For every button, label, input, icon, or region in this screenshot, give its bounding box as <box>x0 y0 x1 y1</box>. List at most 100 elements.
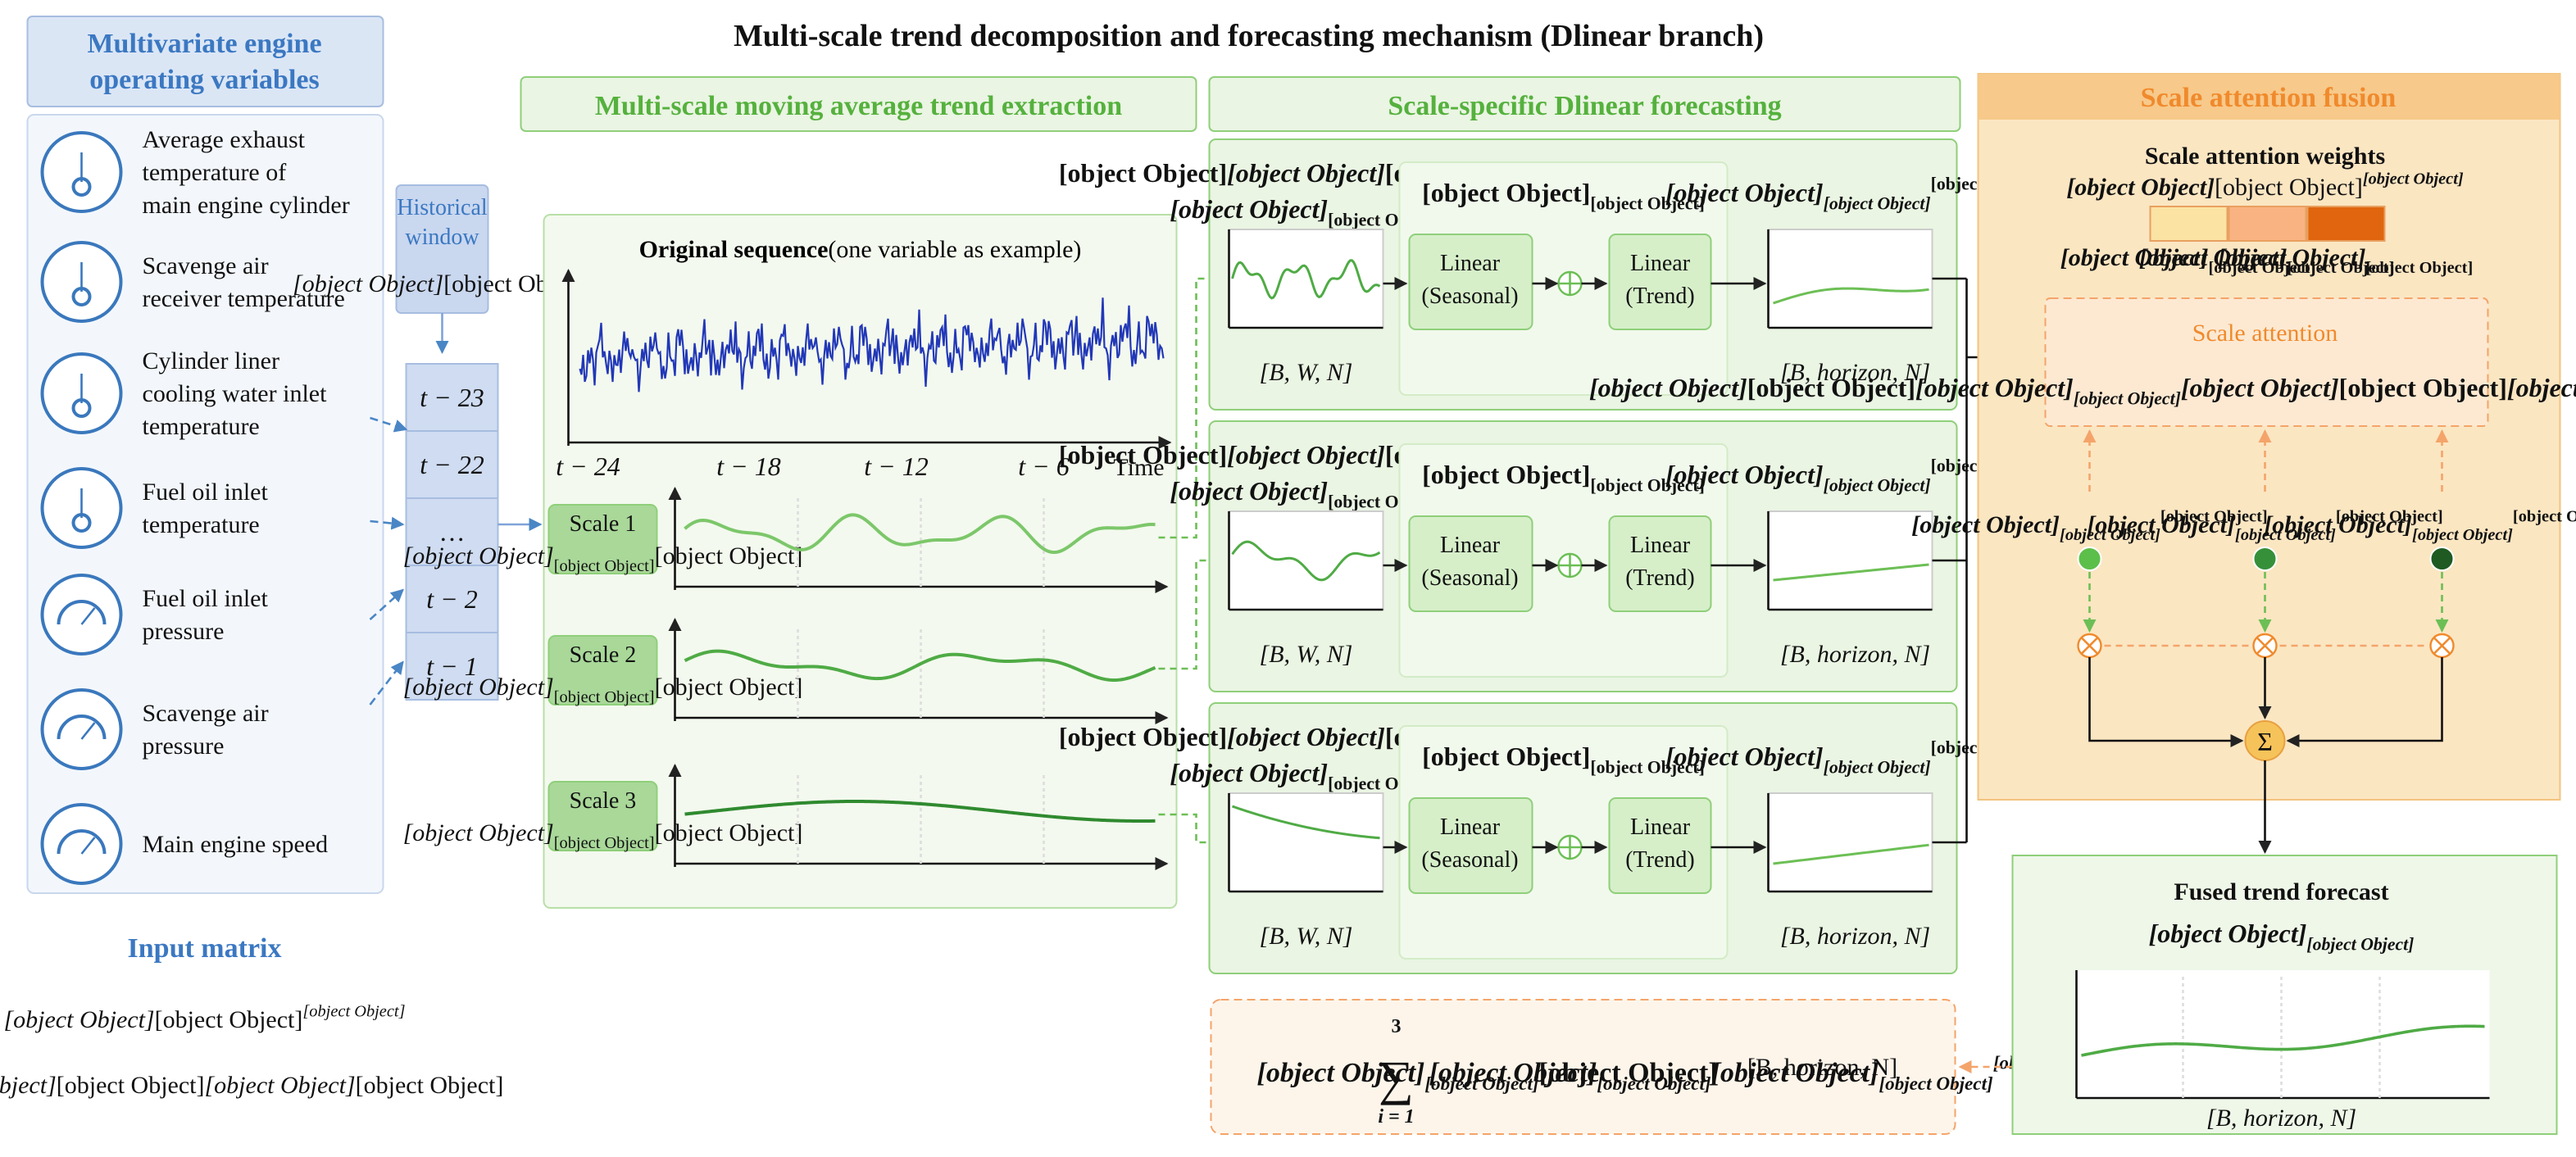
plot-title-part: (one variable as example) <box>828 236 1081 263</box>
dimension-label: [B, horizon, N] <box>1780 641 1930 668</box>
dimension-label: [B, horizon, N] <box>1780 923 1930 950</box>
math-part: [object Object] <box>302 1003 405 1021</box>
box <box>2076 970 2490 1098</box>
math-part: [object Object] <box>1170 194 1328 224</box>
math-part: [object Object] <box>57 1072 205 1099</box>
math-part: [object Object] <box>2139 244 2288 271</box>
math-expression: [object Object][object Object][object Ob… <box>1257 1058 1718 1095</box>
math-part: [object Object] <box>1170 476 1328 506</box>
connector <box>370 516 405 530</box>
trend-curve <box>1232 805 1380 840</box>
math-part: [object Object] <box>1424 1073 1539 1095</box>
math-part: [object Object] <box>554 557 655 575</box>
module-label: (Trend) <box>1625 847 1695 873</box>
math-part: [object Object] <box>1879 1073 1993 1095</box>
connector <box>1158 813 1224 849</box>
math-expression: [object Object][object Object] <box>2060 244 2316 277</box>
scale-name: Scale 1 <box>570 511 637 537</box>
module-label: (Trend) <box>1625 284 1695 309</box>
variable-icon <box>57 600 107 625</box>
plot-title-part: Original sequence <box>639 236 829 263</box>
box <box>26 114 384 894</box>
variable-name: temperature <box>143 413 260 440</box>
panel-header: Multi-scale moving average trend extract… <box>595 91 1122 121</box>
panel-header: Multivariate engine <box>87 29 321 59</box>
box <box>1408 515 1533 612</box>
math-part: [object Object] <box>2208 259 2315 277</box>
sum-limit: 3 <box>1392 1016 1402 1037</box>
math-part: [object Object] <box>2306 935 2414 955</box>
scale-name: Scale 3 <box>570 788 637 814</box>
math-part: [object Object] <box>1915 373 2074 402</box>
weight-swatch <box>2228 206 2307 242</box>
variable-name: receiver temperature <box>143 285 345 312</box>
dimension-label: [B, W, N] <box>1260 923 1353 950</box>
math-expression: [object Object][object Object][object Ob… <box>0 1072 503 1099</box>
box <box>1210 999 1956 1135</box>
connector <box>1158 554 1224 670</box>
module-label: (Seasonal) <box>1421 284 1518 309</box>
module-label: Linear <box>1630 251 1691 276</box>
sum-symbol: Σ <box>2257 727 2273 756</box>
matrix-title: Input matrix <box>128 933 282 964</box>
math-part: [object Object] <box>1422 742 1590 771</box>
box <box>547 504 658 574</box>
module-label: Linear <box>1630 533 1691 558</box>
variable-name: Average exhaust <box>143 126 306 153</box>
module-label: Linear <box>1630 814 1691 840</box>
math-part: [object Object] <box>2060 244 2209 271</box>
box <box>543 214 1178 909</box>
variable-icon <box>40 688 123 770</box>
math-part: [object Object] <box>2066 174 2215 201</box>
math-part: [object Object] <box>2412 526 2513 544</box>
math-part: [object Object] <box>1227 158 1385 188</box>
connector <box>370 416 408 433</box>
math-part: [object Object] <box>2507 373 2576 402</box>
trend-curve <box>684 649 1156 683</box>
box <box>405 497 499 566</box>
plot-title: Original sequence(one variable as exampl… <box>639 236 1082 263</box>
math-part: [object Object] <box>1711 1058 1879 1088</box>
module-label: (Seasonal) <box>1421 565 1518 591</box>
time-label: t − 12 <box>864 451 928 481</box>
math-expression: [object Object][object Object][object Ob… <box>403 674 803 706</box>
scale-name: Scale 2 <box>570 642 637 668</box>
math-part: [object Object] <box>1590 758 1705 778</box>
math-part: [object Object] <box>2074 389 2181 409</box>
math-part: [object Object] <box>403 542 554 569</box>
window-slot: … <box>439 517 466 547</box>
box <box>547 781 658 851</box>
variable-icon <box>40 574 123 656</box>
variable-name: Fuel oil inlet <box>143 585 269 612</box>
variable-name: Cylinder liner <box>143 347 279 374</box>
box <box>1978 74 2560 120</box>
math-expression: [object Object][object Object] <box>2139 244 2395 277</box>
math-part: [object Object] <box>2513 508 2576 526</box>
math-part: [object Object] <box>1824 758 1931 778</box>
panel-header: operating variables <box>89 65 319 95</box>
math-part: [object Object] <box>356 1072 504 1099</box>
box <box>405 430 499 499</box>
connector <box>2286 657 2443 747</box>
math-part: [object Object] <box>2215 174 2363 201</box>
math-expression: [object Object][object Object][object Ob… <box>2264 508 2576 545</box>
math-part: [object Object] <box>1227 722 1385 751</box>
axis-label: Time <box>1113 454 1164 481</box>
math-expression: [object Object][object Object] <box>1422 742 1705 778</box>
math-part: [object Object] <box>403 819 554 846</box>
window-slot: t − 1 <box>426 651 477 681</box>
box <box>1228 229 1384 329</box>
box <box>520 76 1197 132</box>
math-part: [object Object] <box>1824 476 1931 496</box>
math-part: [object Object] <box>1422 460 1590 489</box>
math-expression: [object Object][object Object][object Ob… <box>1589 373 2576 409</box>
connector <box>80 722 96 740</box>
variable-name: Fuel oil inlet <box>143 479 269 506</box>
weight-swatch <box>2306 206 2386 242</box>
box <box>1408 797 1533 894</box>
forecast-node <box>2429 547 2455 571</box>
math-part: [object Object] <box>1665 460 1824 489</box>
variable-name: pressure <box>143 733 225 760</box>
box <box>1608 797 1712 894</box>
